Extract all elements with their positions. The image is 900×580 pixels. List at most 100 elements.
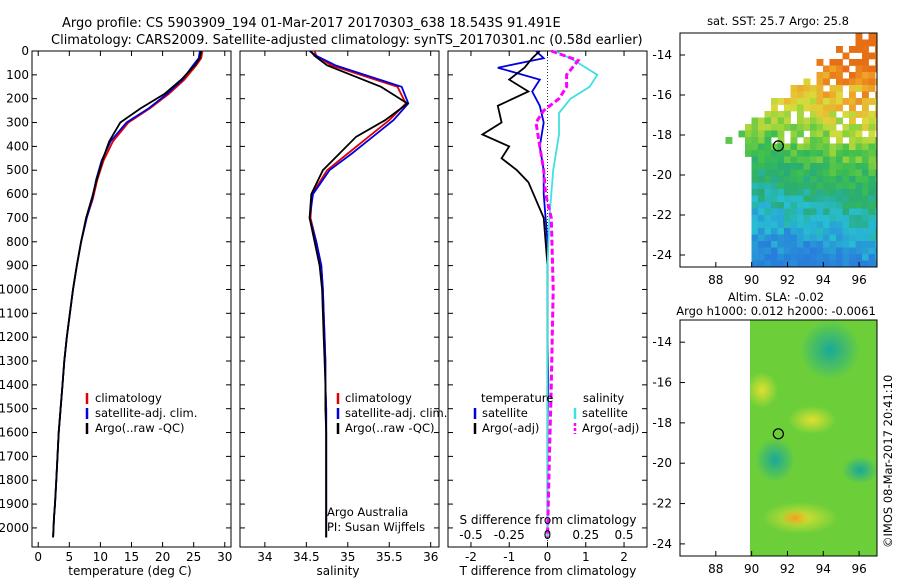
- salinity-panel: 34 34.5 35 35.5 36 salinity climatology sate…: [239, 50, 447, 578]
- sst-cell: [758, 221, 765, 229]
- sst-cell: [803, 182, 811, 190]
- sst-cell: [810, 254, 817, 261]
- x-tick-label: 1: [582, 550, 590, 564]
- sst-cell: [771, 195, 778, 203]
- sst-cell: [875, 241, 877, 248]
- depth-tick-label: 900: [6, 259, 29, 273]
- sst-cell: [797, 143, 804, 151]
- sst-cell: [823, 143, 830, 151]
- legend-s-argo: Argo(-adj): [582, 421, 639, 435]
- sst-cell: [797, 176, 804, 183]
- sst-cell: [836, 46, 843, 53]
- sst-cell: [816, 85, 824, 92]
- sst-cell: [823, 117, 830, 125]
- sst-cell: [862, 234, 869, 242]
- sst-cell: [771, 260, 778, 267]
- sst-cell: [816, 59, 824, 66]
- sst-cell: [842, 150, 850, 157]
- sst-cell: [868, 98, 876, 105]
- sst-cell: [875, 124, 877, 131]
- sst-cell: [855, 111, 863, 118]
- sla-low-blob: [842, 456, 877, 484]
- s-diff-tick-label: -0.25: [494, 528, 525, 542]
- sst-cell: [829, 59, 837, 66]
- sst-cell: [823, 247, 830, 255]
- sst-cell: [790, 85, 798, 92]
- sst-cell: [862, 78, 869, 86]
- sst-cell: [868, 150, 876, 157]
- sst-cell: [849, 163, 856, 170]
- sst-cell: [855, 143, 863, 151]
- sst-cell: [777, 182, 785, 190]
- legend-t-satellite: satellite: [482, 406, 528, 420]
- temperature-xlabel: temperature (deg C): [68, 564, 191, 578]
- salinity-axis: 34 34.5 35 35.5 36: [240, 50, 439, 564]
- sst-cell: [810, 247, 817, 255]
- sst-cell: [764, 137, 772, 144]
- sst-cell: [790, 98, 798, 105]
- lat-tick-label: -20: [652, 168, 672, 182]
- sst-cell: [784, 228, 791, 235]
- temperature-series: [52, 50, 204, 538]
- sst-cell: [875, 52, 877, 60]
- sst-cell: [797, 85, 804, 92]
- sst-cell: [823, 195, 830, 203]
- sst-cell: [855, 228, 863, 235]
- sst-cell: [816, 208, 824, 216]
- sst-cell: [842, 169, 850, 177]
- sst-cell: [803, 189, 811, 196]
- sst-cell: [875, 78, 877, 86]
- sst-cell: [868, 72, 876, 79]
- sst-cell: [829, 98, 837, 105]
- sst-cell: [816, 130, 824, 138]
- sst-cell: [868, 52, 876, 60]
- sst-cell: [771, 163, 778, 170]
- sst-cell: [868, 254, 876, 261]
- sst-cell: [862, 85, 869, 92]
- sst-cell: [790, 228, 798, 235]
- sst-cell: [868, 33, 876, 40]
- sst-cell: [823, 228, 830, 235]
- sla-frame: [679, 319, 878, 557]
- sst-cell: [842, 156, 850, 164]
- sst-cell: [855, 221, 863, 229]
- sst-cell: [784, 176, 791, 183]
- sst-cell: [862, 247, 869, 255]
- sst-cell: [777, 208, 785, 216]
- sst-cell: [823, 169, 830, 177]
- depth-tick-label: 1300: [0, 354, 29, 368]
- sst-cell: [816, 228, 824, 235]
- sst-cell: [777, 150, 785, 157]
- sst-cell: [751, 143, 759, 151]
- sst-cell: [803, 85, 811, 92]
- sst-cell: [823, 72, 830, 79]
- depth-tick-label: 1400: [0, 378, 29, 392]
- sst-cell: [868, 117, 876, 125]
- sst-cell: [745, 124, 752, 131]
- sst-cell: [810, 215, 817, 222]
- depth-tick-label: 1000: [0, 282, 29, 296]
- sst-cell: [803, 234, 811, 242]
- sst-cell: [771, 156, 778, 164]
- sst-cell: [816, 176, 824, 183]
- sst-cell: [862, 260, 869, 267]
- sst-cell: [803, 221, 811, 229]
- sst-cell: [875, 137, 877, 144]
- sst-cell: [764, 208, 772, 216]
- sst-cell: [875, 221, 877, 229]
- sst-cell: [868, 78, 876, 86]
- sst-cell: [855, 59, 863, 66]
- difference-axis: -2 -1 0 1 2: [448, 50, 647, 564]
- sst-cell: [810, 156, 817, 164]
- sst-cell: [862, 228, 869, 235]
- sst-cell: [790, 247, 798, 255]
- sst-cell: [810, 104, 817, 112]
- sst-cell: [764, 124, 772, 131]
- sst-cell: [855, 39, 863, 47]
- depth-tick-label: 400: [6, 139, 29, 153]
- sst-cell: [816, 234, 824, 242]
- sst-cell: [842, 228, 850, 235]
- sst-cell: [784, 182, 791, 190]
- sst-cell: [823, 137, 830, 144]
